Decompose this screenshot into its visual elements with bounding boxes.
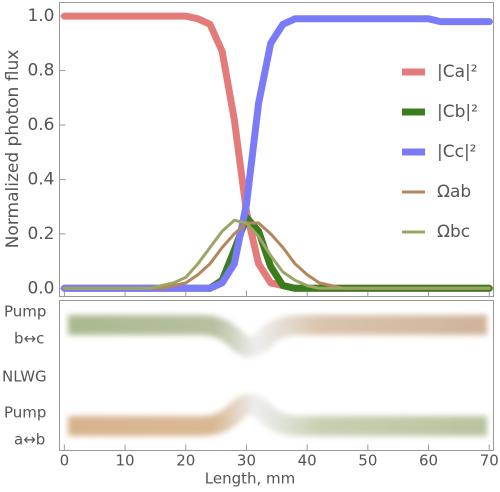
y-tick-label: 0.2 bbox=[27, 224, 54, 244]
y-tick-label: 0.6 bbox=[27, 115, 54, 135]
plot-frame bbox=[59, 2, 494, 297]
legend-label: Ωab bbox=[437, 182, 471, 202]
y-tick-label: 0.8 bbox=[27, 61, 54, 81]
schematic: Pump b↔c NLWG Pump a↔b bbox=[2, 303, 487, 449]
pump-bc-waveguide bbox=[68, 315, 487, 358]
y-tick-label: 1.0 bbox=[27, 6, 54, 26]
schematic-label: Pump bbox=[4, 303, 46, 321]
x-tick-label: 10 bbox=[116, 452, 135, 470]
x-tick-label: 40 bbox=[298, 452, 317, 470]
x-tick-label: 0 bbox=[60, 452, 70, 470]
legend-label: |Cb|² bbox=[437, 102, 478, 122]
y-tick-label: 0.0 bbox=[27, 278, 54, 298]
pump-ab-waveguide bbox=[68, 393, 487, 436]
legend-label: |Ca|² bbox=[437, 62, 478, 82]
series-line bbox=[60, 15, 493, 292]
schematic-label: NLWG bbox=[2, 368, 47, 386]
schematic-label: b↔c bbox=[14, 330, 44, 348]
legend-label: |Cc|² bbox=[437, 142, 477, 162]
x-tick-label: 30 bbox=[237, 452, 256, 470]
x-tick-label: 50 bbox=[358, 452, 377, 470]
schematic-label: a↔b bbox=[14, 431, 45, 449]
schematic-label: Pump bbox=[4, 404, 46, 422]
x-tick-label: 70 bbox=[480, 452, 499, 470]
x-tick-label: 20 bbox=[176, 452, 195, 470]
x-axis-label: Length, mm bbox=[205, 470, 296, 488]
y-tick-label: 0.4 bbox=[27, 169, 54, 189]
legend-label: Ωbc bbox=[437, 222, 470, 242]
series-line bbox=[60, 214, 493, 292]
y-axis-label: Normalized photon flux bbox=[3, 50, 23, 249]
x-tick-label: 60 bbox=[419, 452, 438, 470]
series-line bbox=[60, 12, 493, 292]
schematic-frame bbox=[59, 300, 494, 451]
series-line bbox=[62, 218, 491, 290]
